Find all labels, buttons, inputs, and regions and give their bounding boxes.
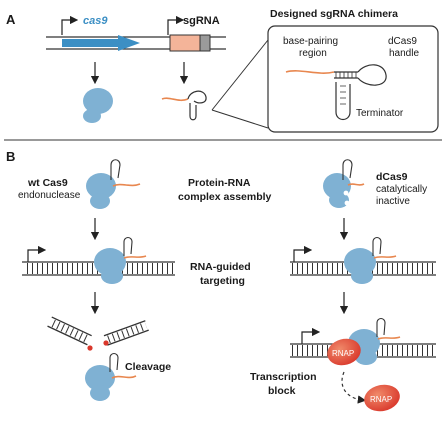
chimera-detail-box — [267, 25, 439, 133]
dcas9-dna-target — [290, 236, 436, 284]
transcription-block-label-line2: block — [268, 385, 296, 397]
svg-text:RNAP: RNAP — [370, 395, 392, 404]
base-pairing-label: base-pairing — [283, 36, 338, 47]
blocked-dna — [290, 317, 436, 365]
base-pairing-label-line2: region — [299, 48, 327, 59]
assembly-label-line2: complex assembly — [178, 191, 272, 203]
wt-cas9-complex — [86, 159, 141, 209]
chimera-sgrna — [285, 64, 387, 121]
gene-label-sgrna: sgRNA — [183, 15, 220, 27]
targeting-label-line2: targeting — [200, 275, 245, 287]
dcas9-label-line3: inactive — [376, 196, 410, 207]
promoter-arrow-cas9 — [61, 15, 79, 35]
transcription-block-label: Transcription — [250, 371, 317, 383]
cleaved-dna-fragments — [47, 316, 149, 351]
sgrna-molecule — [161, 90, 207, 121]
dcas9-complex — [323, 159, 365, 208]
promoter-arrow-sgrna — [167, 15, 185, 35]
zoom-line-bottom — [211, 109, 269, 129]
gene-label-cas9: cas9 — [83, 15, 108, 27]
sgrna-gene-box — [169, 34, 201, 52]
terminator-label: Terminator — [356, 108, 404, 119]
targeting-label: RNA-guided — [190, 261, 251, 273]
cas9-gene-arrow — [62, 35, 140, 51]
rnap-bound: RNAP — [327, 338, 361, 366]
dcas9-label-line2: catalytically — [376, 184, 427, 195]
rnap-released: RNAP — [364, 384, 400, 412]
chimera-title: Designed sgRNA chimera — [270, 8, 398, 20]
dcas9-label: dCas9 — [376, 171, 408, 183]
panel-a-label: A — [6, 12, 16, 27]
assembly-label: Protein-RNA — [188, 177, 251, 189]
svg-text:RNAP: RNAP — [332, 349, 354, 358]
wt-cas9-label-line2: endonuclease — [18, 190, 81, 201]
released-cas9 — [85, 352, 137, 401]
panel-b-label: B — [6, 149, 15, 164]
zoom-line-top — [211, 39, 269, 111]
wt-dna-target — [22, 236, 175, 284]
dcas9-handle-label: dCas9 — [388, 36, 417, 47]
rnap-release-arrow — [341, 371, 367, 404]
expression-construct — [46, 15, 226, 52]
dcas9-handle-label-line2: handle — [389, 48, 419, 59]
cas9-protein — [83, 88, 113, 123]
cleavage-label: Cleavage — [125, 361, 171, 373]
wt-cas9-label: wt Cas9 — [27, 177, 68, 189]
